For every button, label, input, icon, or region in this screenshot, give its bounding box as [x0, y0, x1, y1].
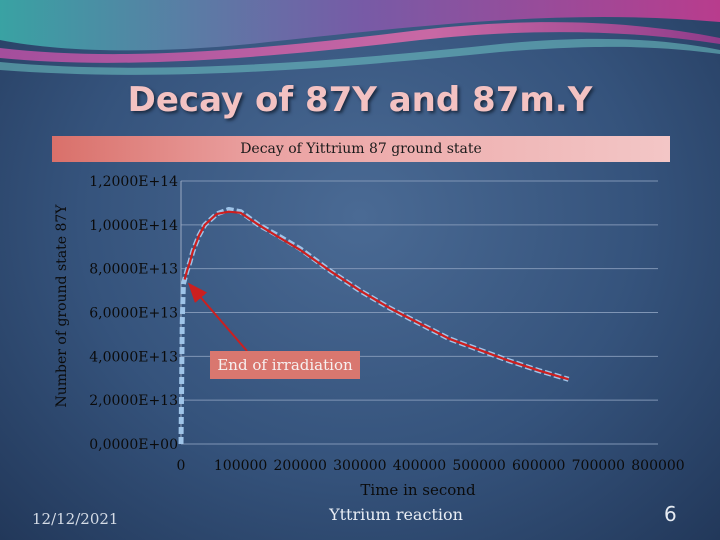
series-line: [178, 207, 570, 445]
x-tick-label: 500000: [452, 458, 505, 474]
x-tick-label: 300000: [333, 458, 386, 474]
chart-caption: Yttrium reaction: [328, 505, 463, 524]
y-tick-label: 1,2000E+14: [89, 174, 178, 190]
decorative-swoosh-banner: [0, 0, 720, 75]
x-tick-label: 400000: [393, 458, 446, 474]
x-axis-label: Time in second: [360, 481, 476, 499]
x-tick-label: 200000: [274, 458, 327, 474]
y-tick-label: 4,0000E+13: [89, 349, 178, 365]
swoosh-shape: [0, 22, 720, 63]
annotation-box: [210, 351, 360, 379]
x-tick-label: 800000: [631, 458, 684, 474]
y-tick-label: 8,0000E+13: [89, 262, 178, 278]
slide-title: Decay of 87Y and 87m.Y: [127, 80, 593, 120]
x-axis-tick-labels: 0 100000 200000 300000 400000 500000 600000 700…: [177, 458, 685, 474]
y-tick-label: 6,0000E+13: [89, 306, 178, 322]
x-tick-label: 100000: [214, 458, 267, 474]
chart-title: Decay of Yittrium 87 ground state: [52, 136, 670, 162]
x-tick-label: 0: [177, 458, 186, 474]
annotation-arrow: [187, 282, 248, 352]
slide-page-number: 6: [664, 502, 677, 526]
y-tick-label: 1,0000E+14: [89, 218, 178, 234]
series-lines: [178, 207, 570, 445]
y-axis-label: Number of ground state 87Y: [54, 204, 70, 408]
swoosh-shape: [0, 38, 720, 75]
x-tick-label: 700000: [572, 458, 625, 474]
swoosh-shape: [0, 0, 720, 51]
series-line: [183, 210, 569, 381]
y-tick-label: 0,0000E+00: [89, 437, 178, 453]
y-tick-label: 2,0000E+13: [89, 393, 178, 409]
y-axis-tick-labels: 0,0000E+00 2,0000E+13 4,0000E+13 6,0000E+13…: [89, 174, 178, 453]
slide-date: 12/12/2021: [32, 510, 119, 528]
x-tick-label: 600000: [512, 458, 565, 474]
annotation: End of irradiation: [187, 282, 360, 379]
annotation-label: End of irradiation: [217, 356, 353, 374]
